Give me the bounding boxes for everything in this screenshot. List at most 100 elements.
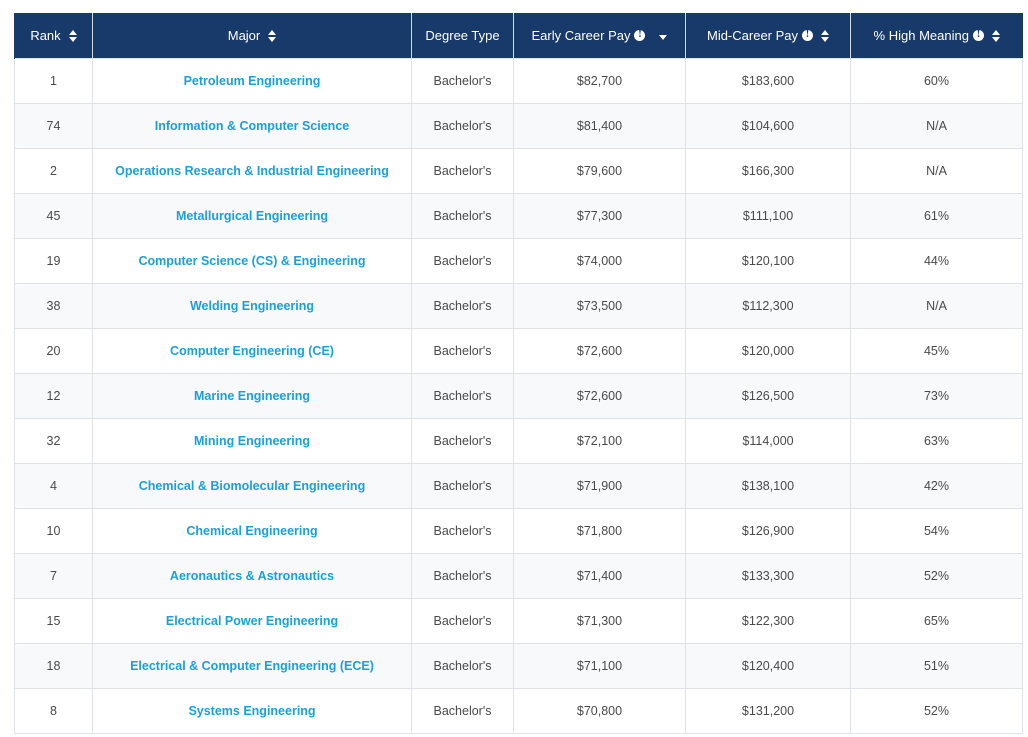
info-icon[interactable]: ! bbox=[634, 30, 646, 41]
high-meaning-cell: N/A bbox=[850, 148, 1023, 194]
sort-descending-arrow-icon bbox=[991, 36, 1000, 42]
major-cell: Chemical & Biomolecular Engineering bbox=[92, 463, 412, 509]
degree-type-cell: Bachelor's bbox=[411, 643, 514, 689]
high-meaning-cell: N/A bbox=[850, 103, 1023, 149]
major-link[interactable]: Computer Science (CS) & Engineering bbox=[138, 254, 366, 268]
major-link[interactable]: Metallurgical Engineering bbox=[175, 209, 329, 223]
mid-career-pay-cell: $183,600 bbox=[685, 58, 851, 104]
table-header: Rank Major Degree Type Early Career Pay! Mid… bbox=[14, 13, 1023, 59]
table-row: 1 Petroleum Engineering Bachelor's $82,700 $… bbox=[14, 58, 1023, 104]
mid-career-pay-cell: $126,900 bbox=[685, 508, 851, 554]
mid-career-pay-cell: $114,000 bbox=[685, 418, 851, 464]
rank-cell: 38 bbox=[14, 283, 93, 329]
early-career-pay-cell: $73,500 bbox=[513, 283, 686, 329]
high-meaning-cell: 52% bbox=[850, 553, 1023, 599]
major-link[interactable]: Electrical & Computer Engineering (ECE) bbox=[130, 659, 374, 673]
major-link[interactable]: Welding Engineering bbox=[189, 299, 315, 313]
major-link[interactable]: Marine Engineering bbox=[194, 389, 310, 403]
high-meaning-cell: 61% bbox=[850, 193, 1023, 239]
mid-career-pay-cell: $120,000 bbox=[685, 328, 851, 374]
sort-icon[interactable] bbox=[991, 29, 1000, 42]
degree-type-cell: Bachelor's bbox=[411, 58, 514, 104]
column-header-high-meaning[interactable]: % High Meaning! bbox=[850, 13, 1023, 59]
early-career-pay-cell: $77,300 bbox=[513, 193, 686, 239]
column-header-major[interactable]: Major bbox=[92, 13, 412, 59]
high-meaning-cell: 65% bbox=[850, 598, 1023, 644]
sort-descending-icon[interactable] bbox=[659, 34, 668, 40]
major-link[interactable]: Operations Research & Industrial Enginee… bbox=[115, 164, 389, 178]
high-meaning-cell: 60% bbox=[850, 58, 1023, 104]
column-header-content: % High Meaning! bbox=[874, 28, 1000, 43]
degree-type-cell: Bachelor's bbox=[411, 193, 514, 239]
early-career-pay-cell: $71,400 bbox=[513, 553, 686, 599]
early-career-pay-cell: $71,100 bbox=[513, 643, 686, 689]
table-row: 8 Systems Engineering Bachelor's $70,800 $13… bbox=[14, 688, 1023, 734]
early-career-pay-cell: $79,600 bbox=[513, 148, 686, 194]
major-cell: Operations Research & Industrial Enginee… bbox=[92, 148, 412, 194]
sort-icon[interactable] bbox=[68, 29, 77, 42]
sort-icon[interactable] bbox=[821, 29, 830, 42]
column-header-label: Major bbox=[227, 28, 261, 43]
high-meaning-cell: 52% bbox=[850, 688, 1023, 734]
early-career-pay-cell: $71,900 bbox=[513, 463, 686, 509]
table-row: 10 Chemical Engineering Bachelor's $71,800 $… bbox=[14, 508, 1023, 554]
column-header-label: Degree Type bbox=[425, 28, 500, 43]
major-link[interactable]: Chemical Engineering bbox=[186, 524, 318, 538]
column-header-label: Rank bbox=[30, 28, 61, 43]
major-cell: Electrical & Computer Engineering (ECE) bbox=[92, 643, 412, 689]
early-career-pay-cell: $72,100 bbox=[513, 418, 686, 464]
early-career-pay-cell: $81,400 bbox=[513, 103, 686, 149]
column-header-label: Early Career Pay bbox=[531, 28, 631, 43]
major-cell: Petroleum Engineering bbox=[92, 58, 412, 104]
column-header-degree-type: Degree Type bbox=[411, 13, 514, 59]
rank-cell: 20 bbox=[14, 328, 93, 374]
major-link[interactable]: Computer Engineering (CE) bbox=[170, 344, 334, 358]
column-header-mid-career-pay[interactable]: Mid-Career Pay! bbox=[685, 13, 851, 59]
rank-cell: 19 bbox=[14, 238, 93, 284]
rank-cell: 7 bbox=[14, 553, 93, 599]
major-link[interactable]: Information & Computer Science bbox=[154, 119, 350, 133]
mid-career-pay-cell: $131,200 bbox=[685, 688, 851, 734]
high-meaning-cell: 51% bbox=[850, 643, 1023, 689]
column-header-content: Rank bbox=[30, 28, 77, 43]
table-row: 12 Marine Engineering Bachelor's $72,600 $12… bbox=[14, 373, 1023, 419]
rank-cell: 12 bbox=[14, 373, 93, 419]
major-link[interactable]: Mining Engineering bbox=[194, 434, 310, 448]
major-cell: Computer Science (CS) & Engineering bbox=[92, 238, 412, 284]
salary-table-container: Rank Major Degree Type Early Career Pay! Mid… bbox=[14, 13, 1023, 734]
high-meaning-cell: 63% bbox=[850, 418, 1023, 464]
info-icon[interactable]: ! bbox=[972, 30, 984, 41]
rank-cell: 15 bbox=[14, 598, 93, 644]
rank-cell: 2 bbox=[14, 148, 93, 194]
mid-career-pay-cell: $112,300 bbox=[685, 283, 851, 329]
major-link[interactable]: Petroleum Engineering bbox=[183, 74, 321, 88]
table-row: 7 Aeronautics & Astronautics Bachelor's $71… bbox=[14, 553, 1023, 599]
major-link[interactable]: Electrical Power Engineering bbox=[165, 614, 339, 628]
mid-career-pay-cell: $111,100 bbox=[685, 193, 851, 239]
major-link[interactable]: Chemical & Biomolecular Engineering bbox=[138, 479, 366, 493]
major-link[interactable]: Systems Engineering bbox=[188, 704, 316, 718]
mid-career-pay-cell: $104,600 bbox=[685, 103, 851, 149]
high-meaning-cell: 44% bbox=[850, 238, 1023, 284]
degree-type-cell: Bachelor's bbox=[411, 148, 514, 194]
sort-icon[interactable] bbox=[268, 29, 277, 42]
early-career-pay-cell: $71,300 bbox=[513, 598, 686, 644]
major-link[interactable]: Aeronautics & Astronautics bbox=[169, 569, 335, 583]
table-row: 74 Information & Computer Science Bachelor… bbox=[14, 103, 1023, 149]
major-cell: Computer Engineering (CE) bbox=[92, 328, 412, 374]
column-header-content: Mid-Career Pay! bbox=[707, 28, 830, 43]
info-icon[interactable]: ! bbox=[802, 30, 814, 41]
sort-ascending-arrow-icon bbox=[821, 29, 830, 35]
major-cell: Mining Engineering bbox=[92, 418, 412, 464]
early-career-pay-cell: $82,700 bbox=[513, 58, 686, 104]
major-cell: Chemical Engineering bbox=[92, 508, 412, 554]
mid-career-pay-cell: $120,400 bbox=[685, 643, 851, 689]
column-header-rank[interactable]: Rank bbox=[14, 13, 93, 59]
sort-ascending-arrow-icon bbox=[68, 29, 77, 35]
high-meaning-cell: 73% bbox=[850, 373, 1023, 419]
table-row: 2 Operations Research & Industrial Engine… bbox=[14, 148, 1023, 194]
column-header-content: Early Career Pay! bbox=[532, 28, 668, 43]
high-meaning-cell: 42% bbox=[850, 463, 1023, 509]
column-header-early-career-pay[interactable]: Early Career Pay! bbox=[513, 13, 686, 59]
table-row: 38 Welding Engineering Bachelor's $73,500 $1… bbox=[14, 283, 1023, 329]
